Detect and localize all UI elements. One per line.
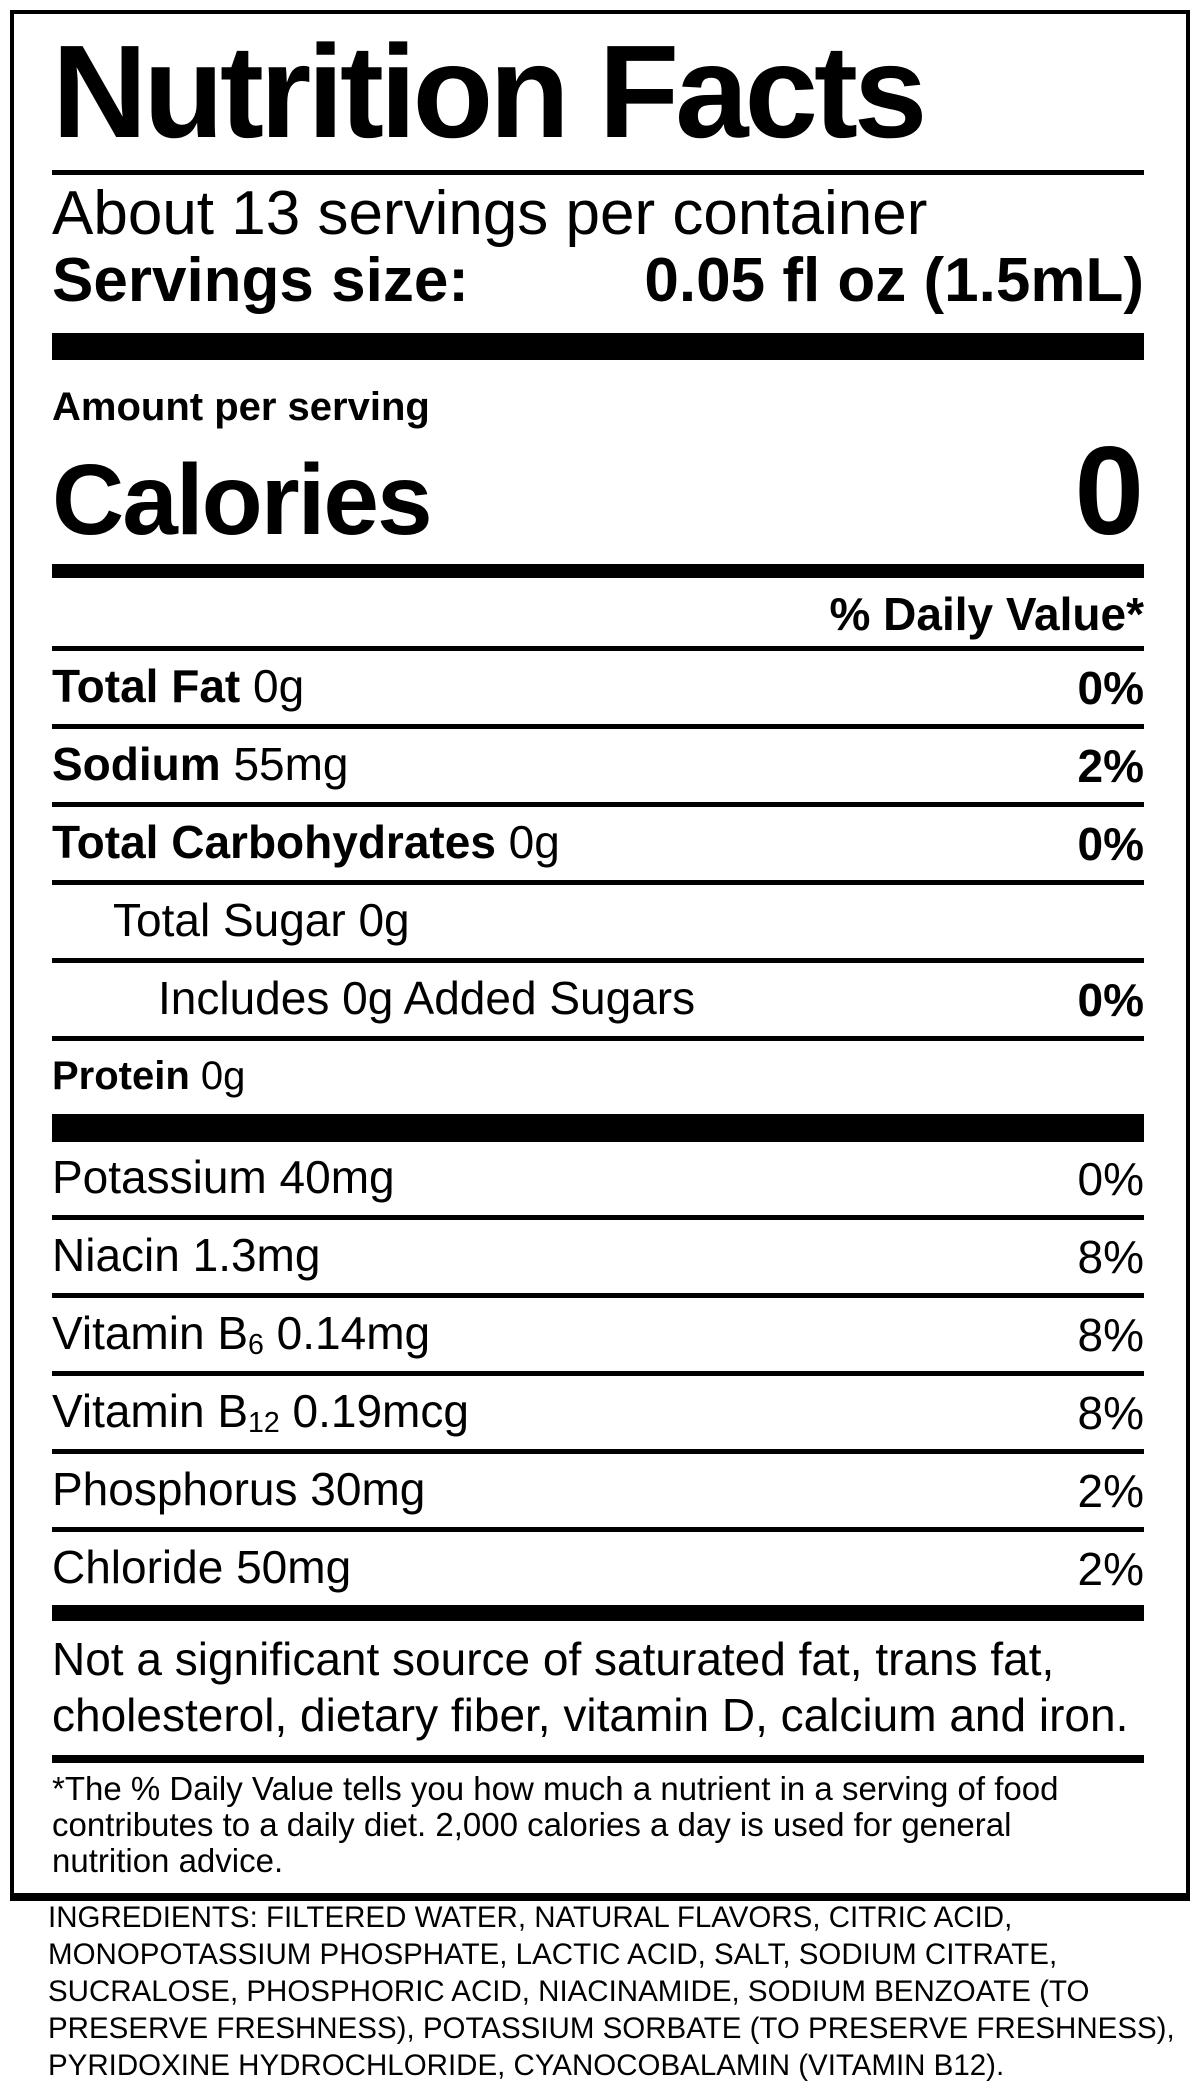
medium-bar: [52, 564, 1144, 578]
divider: [52, 724, 1144, 729]
footnote-line: contributes to a daily diet. 2,000 calor…: [52, 1806, 1012, 1843]
serving-size-row: Servings size: 0.05 fl oz (1.5mL): [52, 247, 1144, 315]
divider: [52, 1215, 1144, 1220]
nutrient-name: Phosphorus 30mg: [52, 1463, 426, 1516]
nutrient-percent: 2%: [1077, 1542, 1144, 1595]
nutrient-name: Vitamin B6 0.14mg: [52, 1307, 431, 1362]
nutrient-row-phosphorus: Phosphorus 30mg 2%: [52, 1454, 1144, 1527]
nutrient-percent: 2%: [1077, 1464, 1144, 1517]
nutrient-name: Niacin 1.3mg: [52, 1229, 321, 1282]
nutrient-name: Potassium 40mg: [52, 1151, 395, 1204]
nutrient-row-niacin: Niacin 1.3mg 8%: [52, 1220, 1144, 1293]
footnote-line: *The % Daily Value tells you how much a …: [52, 1770, 1059, 1807]
divider: [52, 1293, 1144, 1298]
nutrient-row-protein: Protein 0g: [52, 1041, 1144, 1114]
footnote-line: nutrition advice.: [52, 1842, 284, 1879]
ingredients-line: MONOPOTASSIUM PHOSPHATE, LACTIC ACID, SA…: [48, 1938, 1058, 1971]
nutrient-percent: 0%: [1077, 817, 1144, 870]
nutrient-name: Total Carbohydrates 0g: [52, 816, 560, 869]
nutrient-percent: 0%: [1077, 1152, 1144, 1205]
divider: [52, 1755, 1144, 1763]
nutrient-name: Sodium 55mg: [52, 738, 349, 791]
nutrient-percent: 2%: [1077, 739, 1144, 792]
thick-bar: [52, 333, 1144, 360]
amount-per-serving: Amount per serving: [52, 385, 430, 429]
note-line: cholesterol, dietary fiber, vitamin D, c…: [52, 1689, 1129, 1741]
divider: [52, 1449, 1144, 1454]
nutrient-row-total-fat: Total Fat 0g 0%: [52, 651, 1144, 724]
calories-label: Calories: [52, 444, 433, 556]
divider: [52, 802, 1144, 807]
serving-size-label: Servings size:: [52, 246, 469, 315]
nutrient-row-sodium: Sodium 55mg 2%: [52, 729, 1144, 802]
not-significant-source-note: Not a significant source of saturated fa…: [52, 1621, 1144, 1743]
divider: [52, 170, 1144, 175]
nutrient-row-vitamin-b6: Vitamin B6 0.14mg 8%: [52, 1298, 1144, 1371]
nutrient-row-total-sugar: Total Sugar 0g: [52, 885, 1144, 958]
ingredients-line: SUCRALOSE, PHOSPHORIC ACID, NIACINAMIDE,…: [48, 1975, 1090, 2008]
nutrient-percent: 8%: [1077, 1308, 1144, 1361]
serving-size-value: 0.05 fl oz (1.5mL): [644, 246, 1144, 315]
calories-value: 0: [1074, 422, 1144, 561]
nutrient-name: Total Fat 0g: [52, 660, 305, 713]
divider: [52, 646, 1144, 651]
nutrient-name: Total Sugar 0g: [113, 894, 410, 947]
divider: [52, 958, 1144, 963]
nutrient-percent: 0%: [1077, 973, 1144, 1026]
thick-bar: [52, 1114, 1144, 1142]
nutrient-name: Protein 0g: [52, 1054, 246, 1099]
ingredients-line: INGREDIENTS: FILTERED WATER, NATURAL FLA…: [48, 1901, 1013, 1934]
divider: [52, 1371, 1144, 1376]
ingredients-list: INGREDIENTS: FILTERED WATER, NATURAL FLA…: [48, 1899, 1190, 2084]
nutrient-name: Chloride 50mg: [52, 1541, 352, 1594]
nutrient-name: Includes 0g Added Sugars: [158, 972, 696, 1025]
nutrient-percent: 8%: [1077, 1386, 1144, 1439]
note-line: Not a significant source of saturated fa…: [52, 1633, 1055, 1685]
nutrient-row-added-sugars: Includes 0g Added Sugars 0%: [52, 963, 1144, 1036]
nutrient-name: Vitamin B12 0.19mcg: [52, 1385, 469, 1440]
nutrient-percent: 0%: [1077, 661, 1144, 714]
daily-value-footnote: *The % Daily Value tells you how much a …: [52, 1763, 1144, 1885]
daily-value-header: % Daily Value*: [829, 588, 1145, 640]
ingredients-line: PYRIDOXINE HYDROCHLORIDE, CYANOCOBALAMIN…: [48, 2049, 1005, 2082]
nutrient-row-potassium: Potassium 40mg 0%: [52, 1142, 1144, 1215]
servings-per-container: About 13 servings per container: [52, 179, 928, 248]
divider: [52, 880, 1144, 885]
panel-title: Nutrition Facts: [52, 18, 927, 165]
ingredients-line: PRESERVE FRESHNESS), POTASSIUM SORBATE (…: [48, 2012, 1175, 2045]
nutrient-percent: 8%: [1077, 1230, 1144, 1283]
calories-row: Calories 0: [52, 422, 1144, 561]
divider: [52, 1036, 1144, 1041]
thick-bar: [52, 1605, 1144, 1621]
nutrition-facts-panel: Nutrition Facts About 13 servings per co…: [10, 10, 1190, 1901]
nutrient-row-total-carbohydrates: Total Carbohydrates 0g 0%: [52, 807, 1144, 880]
divider: [52, 1527, 1144, 1532]
nutrient-row-chloride: Chloride 50mg 2%: [52, 1532, 1144, 1605]
nutrient-row-vitamin-b12: Vitamin B12 0.19mcg 8%: [52, 1376, 1144, 1449]
